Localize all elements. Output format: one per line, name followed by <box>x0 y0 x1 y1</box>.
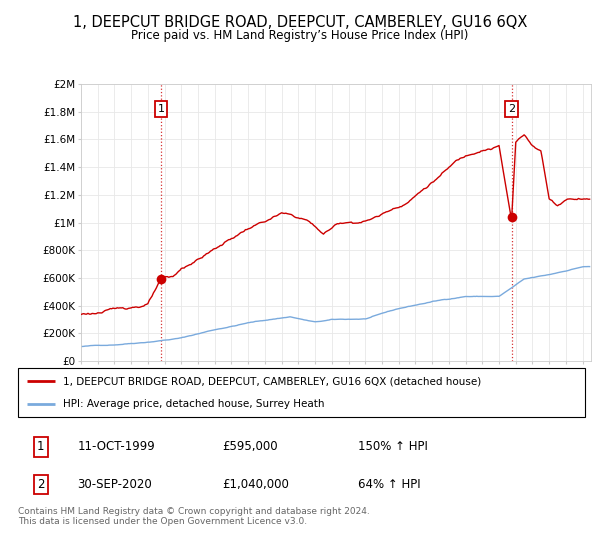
Text: Contains HM Land Registry data © Crown copyright and database right 2024.
This d: Contains HM Land Registry data © Crown c… <box>18 507 370 526</box>
Text: 2: 2 <box>508 104 515 114</box>
Text: £595,000: £595,000 <box>222 440 278 453</box>
Text: 150% ↑ HPI: 150% ↑ HPI <box>358 440 428 453</box>
Text: 1, DEEPCUT BRIDGE ROAD, DEEPCUT, CAMBERLEY, GU16 6QX (detached house): 1, DEEPCUT BRIDGE ROAD, DEEPCUT, CAMBERL… <box>64 376 482 386</box>
Text: 2: 2 <box>37 478 44 491</box>
Text: 1, DEEPCUT BRIDGE ROAD, DEEPCUT, CAMBERLEY, GU16 6QX: 1, DEEPCUT BRIDGE ROAD, DEEPCUT, CAMBERL… <box>73 15 527 30</box>
Text: 1: 1 <box>157 104 164 114</box>
Text: 30-SEP-2020: 30-SEP-2020 <box>77 478 152 491</box>
Text: £1,040,000: £1,040,000 <box>222 478 289 491</box>
Text: 11-OCT-1999: 11-OCT-1999 <box>77 440 155 453</box>
Text: 1: 1 <box>37 440 44 453</box>
FancyBboxPatch shape <box>18 368 585 417</box>
Text: Price paid vs. HM Land Registry’s House Price Index (HPI): Price paid vs. HM Land Registry’s House … <box>131 29 469 41</box>
Text: HPI: Average price, detached house, Surrey Heath: HPI: Average price, detached house, Surr… <box>64 399 325 409</box>
Text: 64% ↑ HPI: 64% ↑ HPI <box>358 478 421 491</box>
